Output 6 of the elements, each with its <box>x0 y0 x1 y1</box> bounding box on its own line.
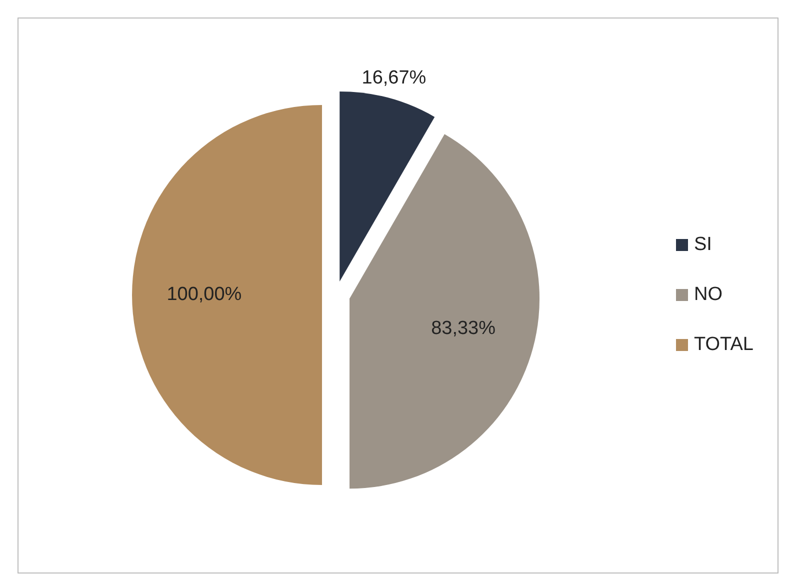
legend-label: SI <box>694 234 712 256</box>
legend-label: NO <box>694 284 722 306</box>
data-label: 16,67% <box>362 68 426 89</box>
legend-label: TOTAL <box>694 334 754 356</box>
data-label: 83,33% <box>431 318 496 340</box>
data-label: 100,00% <box>166 284 242 306</box>
